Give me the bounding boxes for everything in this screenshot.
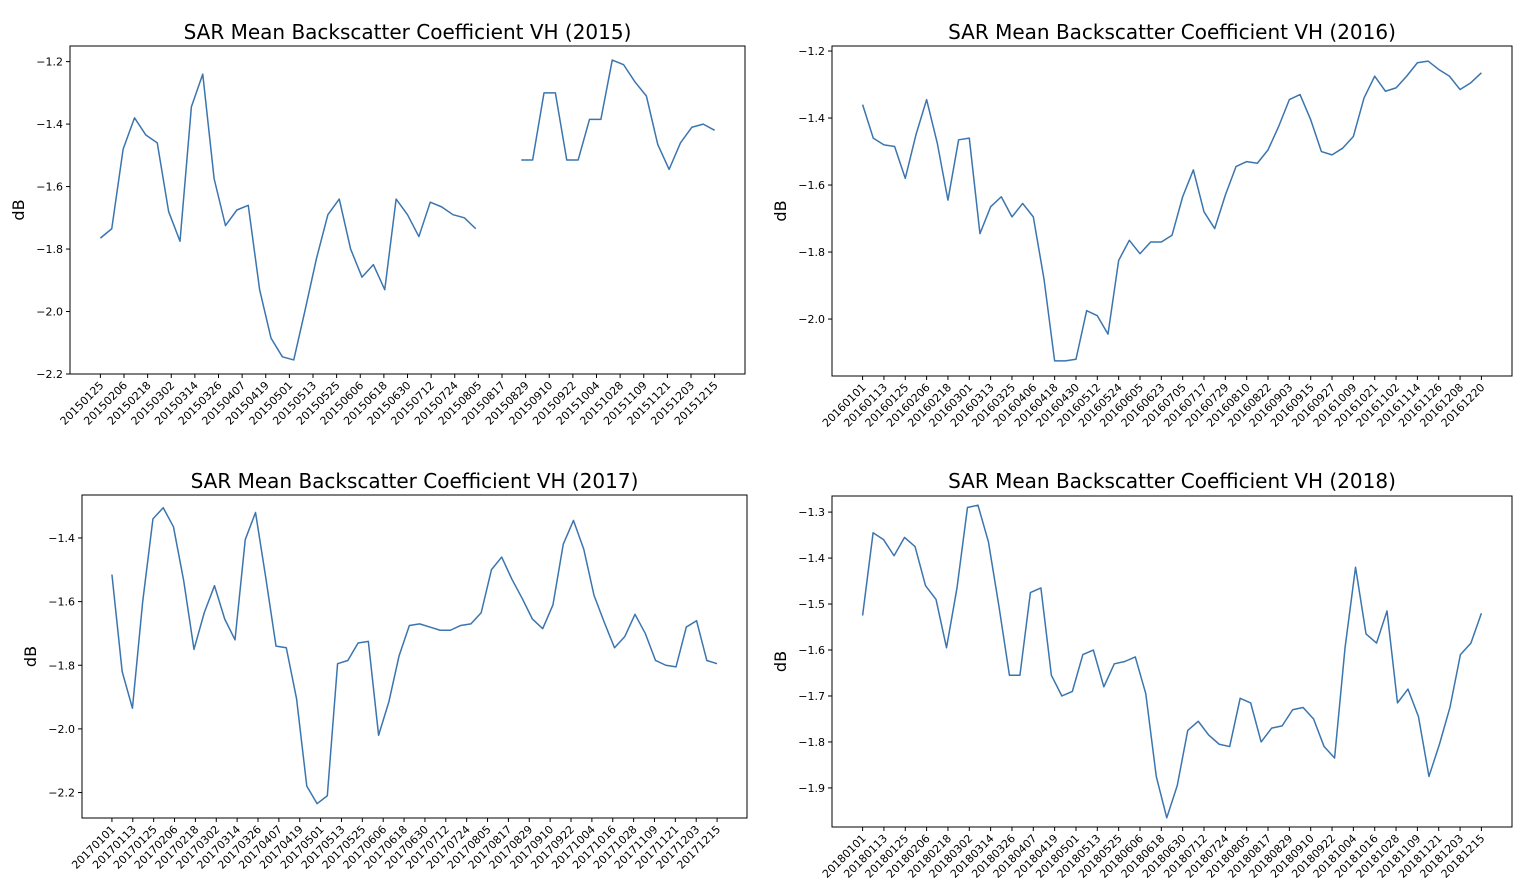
y-tick-label: −1.4 <box>798 552 825 565</box>
y-tick-label: −2.0 <box>798 313 825 326</box>
y-axis-label: dB <box>9 199 28 220</box>
chart-title: SAR Mean Backscatter Coefficient VH (201… <box>948 469 1396 493</box>
y-tick-label: −1.2 <box>798 45 825 58</box>
y-axis-label: dB <box>771 200 790 221</box>
y-tick-label: −1.6 <box>798 179 825 192</box>
plot-frame <box>831 45 1513 377</box>
y-tick-label: −1.8 <box>798 246 825 259</box>
y-axis-label: dB <box>771 651 790 672</box>
y-tick-label: −1.5 <box>798 598 825 611</box>
y-tick-label: −1.2 <box>36 56 63 69</box>
y-tick-label: −1.3 <box>798 506 825 519</box>
y-tick-label: −2.0 <box>36 306 63 319</box>
chart-title: SAR Mean Backscatter Coefficient VH (201… <box>191 469 639 493</box>
series-line <box>861 60 1482 362</box>
y-tick-label: −1.8 <box>798 736 825 749</box>
chart-title: SAR Mean Backscatter Coefficient VH (201… <box>948 20 1396 44</box>
y-tick-label: −1.6 <box>48 596 75 609</box>
y-tick-label: −2.2 <box>48 787 75 800</box>
y-tick-label: −1.8 <box>48 659 75 672</box>
y-tick-label: −1.6 <box>36 181 63 194</box>
y-tick-label: −1.9 <box>798 782 825 795</box>
series-line <box>99 59 715 361</box>
y-tick-label: −1.4 <box>36 118 63 131</box>
y-tick-label: −1.4 <box>798 112 825 125</box>
y-tick-label: −1.6 <box>798 644 825 657</box>
y-axis-label: dB <box>21 646 40 667</box>
plot-frame <box>81 494 748 819</box>
plot-frame <box>831 495 1513 828</box>
series-line <box>111 506 718 805</box>
y-tick-label: −2.0 <box>48 723 75 736</box>
y-tick-label: −2.2 <box>36 368 63 381</box>
y-tick-label: −1.8 <box>36 243 63 256</box>
chart-title: SAR Mean Backscatter Coefficient VH (201… <box>184 20 632 44</box>
y-tick-label: −1.4 <box>48 532 75 545</box>
y-tick-label: −1.7 <box>798 690 825 703</box>
series-line <box>861 504 1483 819</box>
